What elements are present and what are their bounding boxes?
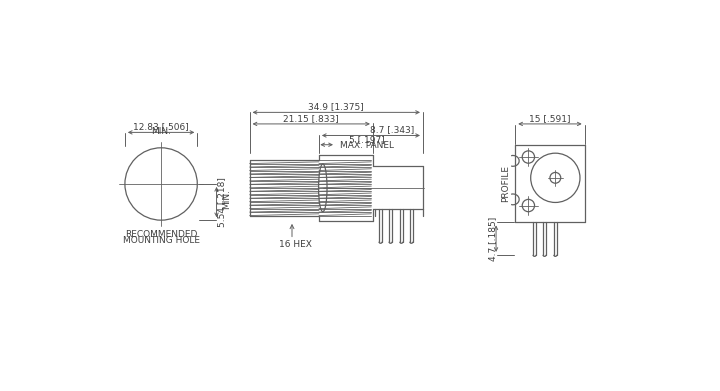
Text: 4.7 [.185]: 4.7 [.185] xyxy=(488,217,498,261)
Text: MAX. PANEL: MAX. PANEL xyxy=(340,141,394,150)
Text: 8.7 [.343]: 8.7 [.343] xyxy=(370,126,415,135)
Text: MIN.: MIN. xyxy=(151,127,171,136)
Text: 16 HEX: 16 HEX xyxy=(279,240,312,249)
Text: 21.15 [.833]: 21.15 [.833] xyxy=(284,114,339,123)
Text: 5.54 [.218]: 5.54 [.218] xyxy=(217,177,226,227)
Text: MOUNTING HOLE: MOUNTING HOLE xyxy=(122,237,199,246)
Text: 34.9 [1.375]: 34.9 [1.375] xyxy=(308,102,364,111)
Text: RECOMMENDED: RECOMMENDED xyxy=(125,230,197,239)
Text: 5 [.197]: 5 [.197] xyxy=(348,136,384,145)
Text: MIN.: MIN. xyxy=(222,189,231,209)
Text: 15 [.591]: 15 [.591] xyxy=(529,114,571,123)
Text: PROFILE: PROFILE xyxy=(501,165,510,203)
Text: 12.83 [.506]: 12.83 [.506] xyxy=(133,122,189,131)
